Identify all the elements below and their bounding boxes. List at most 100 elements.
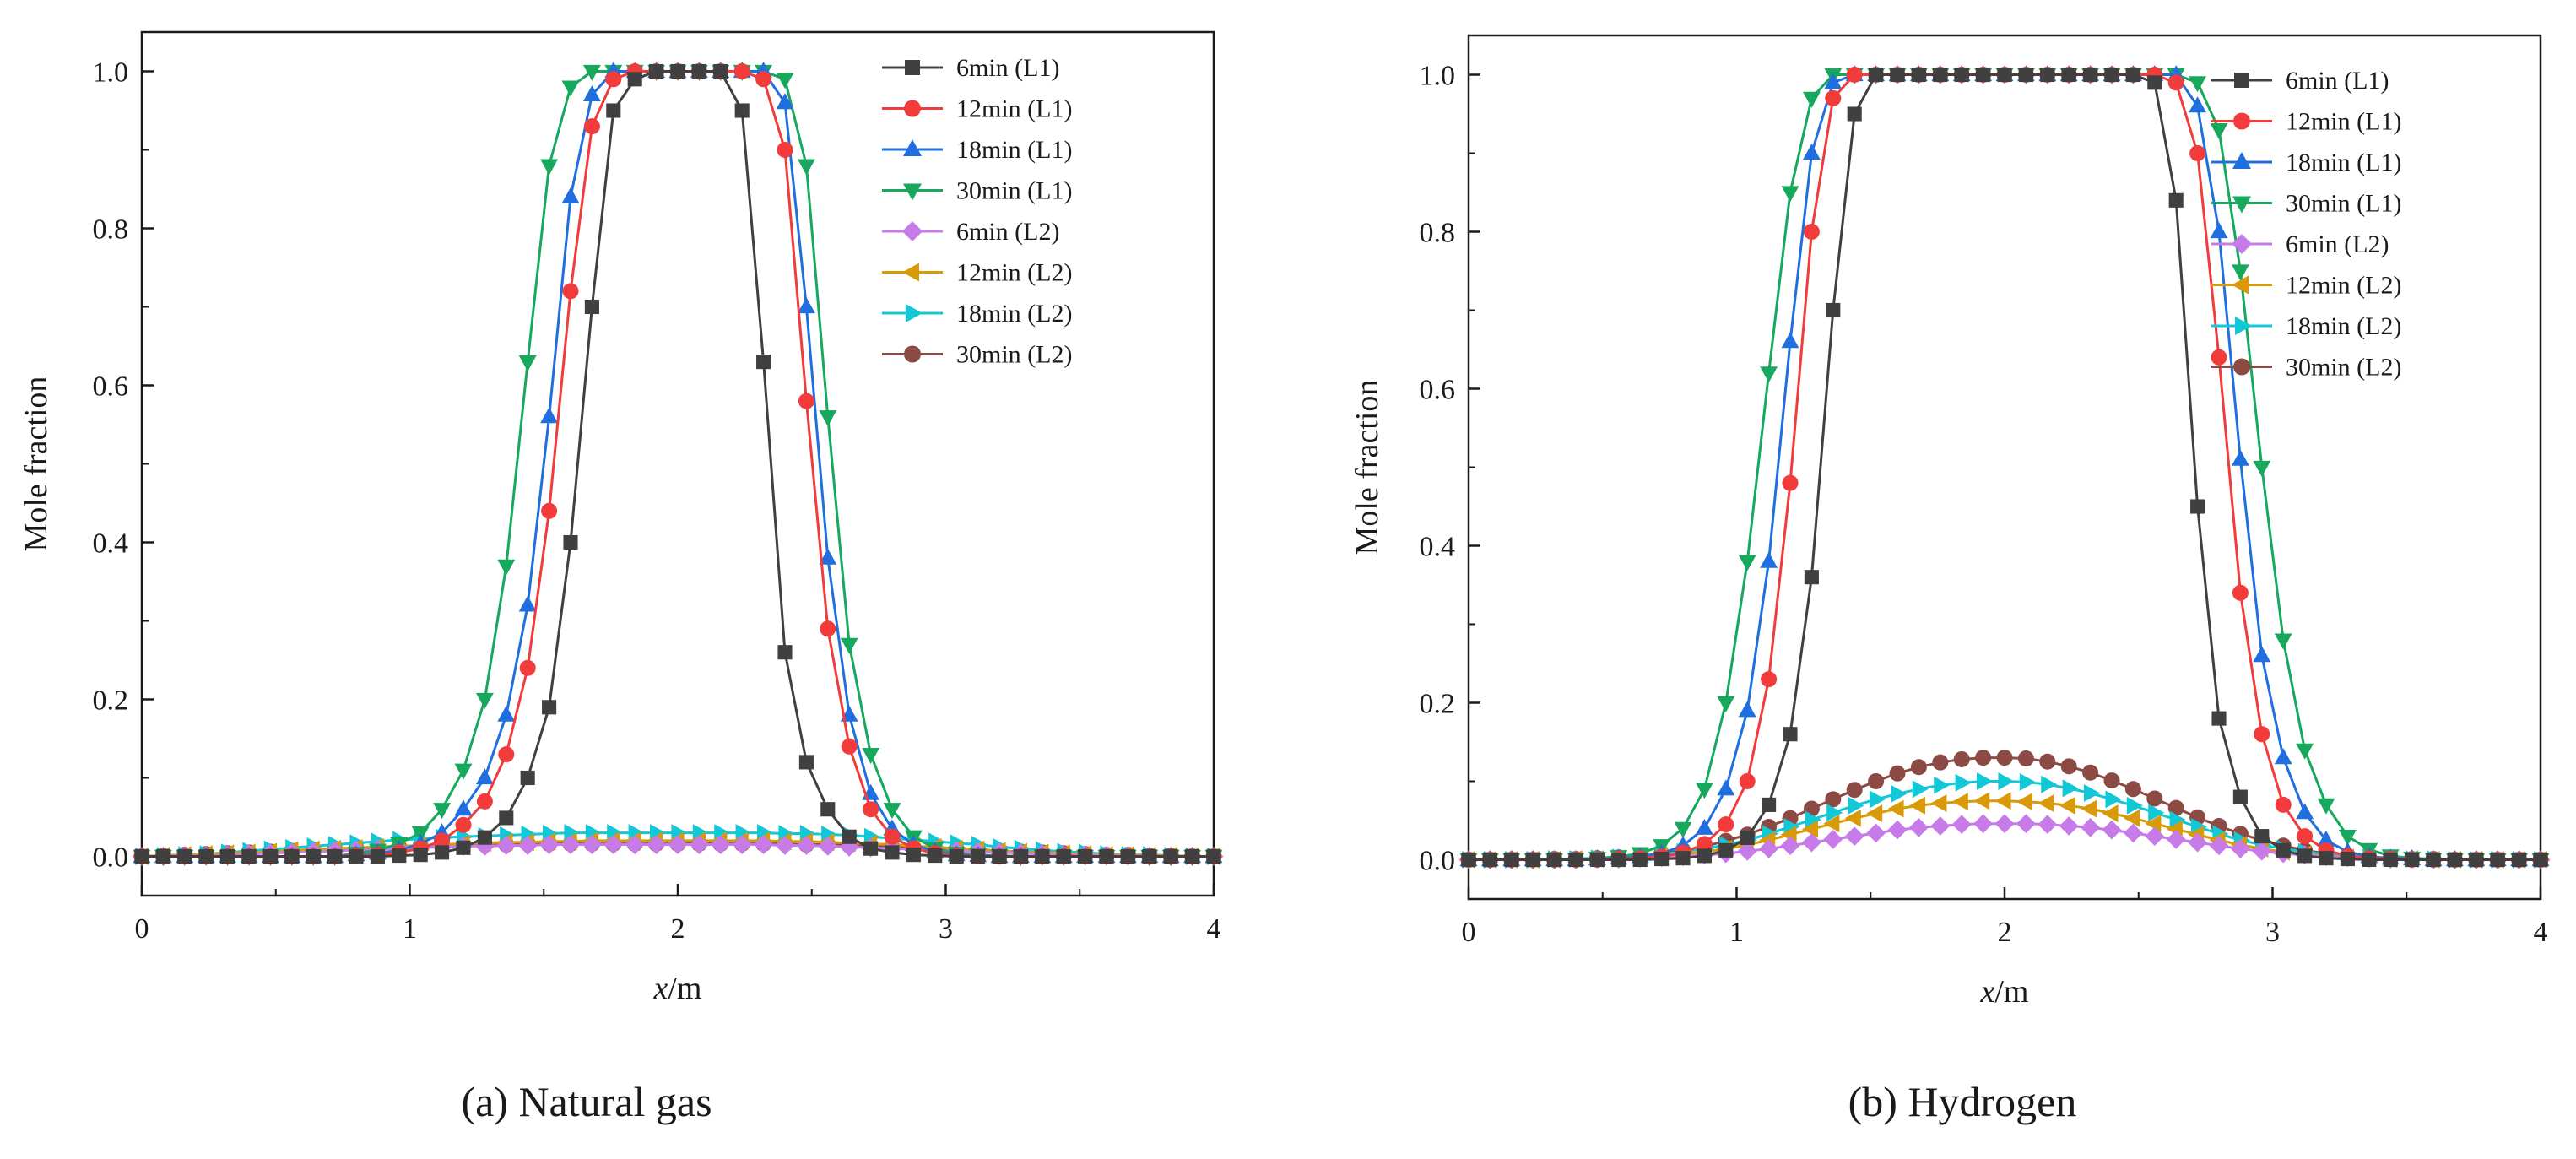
marker-a-6min-l1-30 — [777, 645, 793, 660]
marker-b-6min-l1-32 — [2147, 75, 2162, 90]
marker-a-6min-l2-30 — [775, 836, 795, 855]
marker-a-6min-l1-2 — [177, 848, 192, 864]
y-tick-label-b-0: 0.0 — [1420, 846, 1456, 877]
marker-b-6min-l1-41 — [2340, 852, 2355, 867]
marker-a-6min-l2-28 — [732, 835, 752, 854]
legend-label-a-0: 6min (L1) — [956, 54, 1059, 82]
y-tick-label-b-1: 0.2 — [1420, 689, 1456, 720]
marker-b-18min-l1-34 — [2189, 96, 2207, 113]
marker-b-6min-l2-33 — [2166, 829, 2186, 849]
marker-a-6min-l2-22 — [603, 835, 624, 854]
marker-b-18min-l2-21 — [1912, 780, 1929, 799]
marker-b-30min-l2-31 — [2124, 781, 2141, 798]
marker-b-12min-l2-31 — [2124, 809, 2140, 827]
marker-b-18min-l2-24 — [1977, 772, 1993, 790]
marker-b-12min-l2-23 — [1951, 793, 1968, 811]
panel-hydrogen: 0 1 2 3 4 0.0 0.2 0.4 0.6 0.8 1.0 x/m Mole fraction 6… — [1350, 34, 2551, 1010]
marker-b-6min-l1-3 — [1525, 852, 1540, 868]
marker-b-6min-l1-4 — [1547, 852, 1562, 868]
legend-marker-b-1 — [2233, 112, 2250, 130]
marker-b-30min-l2-23 — [1953, 750, 1970, 767]
marker-a-6min-l1-42 — [1035, 848, 1050, 864]
marker-b-6min-l1-15 — [1783, 727, 1798, 742]
marker-b-18min-l1-35 — [2210, 222, 2228, 239]
marker-a-6min-l1-20 — [563, 534, 578, 550]
marker-b-6min-l1-49 — [2512, 852, 2527, 868]
marker-a-18min-l1-17 — [497, 705, 516, 722]
legend-label-a-7: 30min (L2) — [956, 341, 1072, 369]
marker-a-6min-l1-33 — [842, 829, 857, 844]
marker-b-12min-l1-36 — [2232, 584, 2249, 601]
marker-a-6min-l1-4 — [220, 848, 235, 864]
marker-b-6min-l1-37 — [2254, 829, 2270, 844]
marker-b-6min-l1-40 — [2319, 851, 2334, 866]
marker-b-30min-l2-26 — [2017, 750, 2034, 767]
marker-b-18min-l2-29 — [2084, 784, 2100, 802]
marker-a-12min-l1-29 — [755, 71, 772, 88]
marker-a-6min-l1-8 — [306, 848, 321, 864]
marker-b-6min-l1-35 — [2211, 711, 2227, 726]
marker-a-12min-l1-20 — [562, 283, 579, 300]
series-a-6min-l1 — [134, 63, 1221, 864]
marker-a-12min-l1-30 — [777, 142, 793, 158]
legend-label-b-2: 18min (L1) — [2286, 149, 2401, 176]
marker-a-6min-l2-31 — [797, 836, 816, 855]
marker-b-12min-l2-29 — [2081, 799, 2097, 818]
marker-b-12min-l2-20 — [1887, 799, 1904, 818]
marker-b-12min-l2-27 — [2038, 794, 2054, 812]
marker-a-6min-l1-25 — [670, 63, 685, 79]
marker-b-18min-l1-40 — [2317, 830, 2335, 847]
marker-a-6min-l2-19 — [539, 835, 559, 854]
marker-a-6min-l1-11 — [370, 848, 385, 864]
marker-b-18min-l2-33 — [2169, 810, 2186, 829]
legend-label-a-4: 6min (L2) — [956, 218, 1059, 246]
marker-a-6min-l2-32 — [818, 837, 838, 856]
marker-a-6min-l1-36 — [906, 848, 921, 863]
marker-b-6min-l1-33 — [2168, 192, 2184, 208]
y-tick-label-a-0: 0.0 — [93, 842, 129, 874]
marker-b-6min-l1-25 — [1997, 67, 2012, 83]
marker-a-6min-l1-16 — [477, 830, 492, 845]
marker-b-6min-l2-28 — [2059, 816, 2079, 836]
marker-a-30min-l1-16 — [475, 692, 494, 709]
marker-b-6min-l1-20 — [1890, 67, 1905, 83]
y-tick-label-a-1: 0.2 — [93, 685, 129, 717]
marker-b-18min-l1-12 — [1717, 779, 1735, 796]
marker-b-6min-l2-20 — [1887, 820, 1908, 840]
marker-b-12min-l1-11 — [1696, 836, 1713, 853]
x-tick-label-a-0: 0 — [135, 913, 149, 945]
marker-a-6min-l1-18 — [520, 770, 535, 786]
marker-b-6min-l1-1 — [1482, 852, 1497, 868]
marker-a-6min-l1-0 — [134, 848, 149, 864]
x-tick-label-a-4: 4 — [1207, 913, 1221, 945]
marker-a-6min-l1-29 — [756, 355, 771, 370]
marker-b-18min-l2-26 — [2019, 772, 2036, 791]
marker-b-30min-l2-21 — [1910, 759, 1927, 776]
marker-a-12min-l1-17 — [498, 746, 515, 763]
marker-a-30min-l1-18 — [518, 355, 537, 371]
y-axis-title-b: Mole fraction — [1350, 380, 1385, 555]
marker-b-6min-l1-38 — [2276, 842, 2291, 858]
marker-b-18min-l2-31 — [2126, 796, 2143, 815]
marker-a-6min-l1-15 — [456, 840, 471, 855]
marker-b-6min-l2-34 — [2188, 832, 2207, 853]
marker-b-18min-l1-14 — [1760, 551, 1778, 568]
marker-b-6min-l2-37 — [2252, 841, 2272, 861]
marker-a-30min-l1-14 — [433, 803, 452, 820]
marker-a-6min-l1-3 — [198, 848, 214, 864]
legend-marker-b-7 — [2233, 358, 2250, 376]
legend-marker-b-0 — [2234, 73, 2249, 88]
marker-b-6min-l1-2 — [1504, 852, 1519, 868]
marker-a-6min-l1-19 — [542, 700, 557, 715]
y-tick-label-b-5: 1.0 — [1420, 61, 1456, 92]
legend-marker-a-6 — [906, 304, 923, 322]
marker-b-18min-l2-19 — [1870, 790, 1886, 809]
legend-label-b-3: 30min (L1) — [2286, 190, 2401, 218]
marker-b-18min-l2-18 — [1848, 796, 1864, 815]
marker-a-18min-l1-30 — [776, 93, 794, 110]
x-axis-title-b: x/m — [1980, 974, 2029, 1010]
marker-b-6min-l1-7 — [1611, 852, 1626, 868]
marker-b-12min-l1-35 — [2211, 349, 2227, 366]
marker-a-18min-l1-19 — [540, 407, 559, 424]
marker-a-6min-l2-26 — [690, 835, 709, 854]
